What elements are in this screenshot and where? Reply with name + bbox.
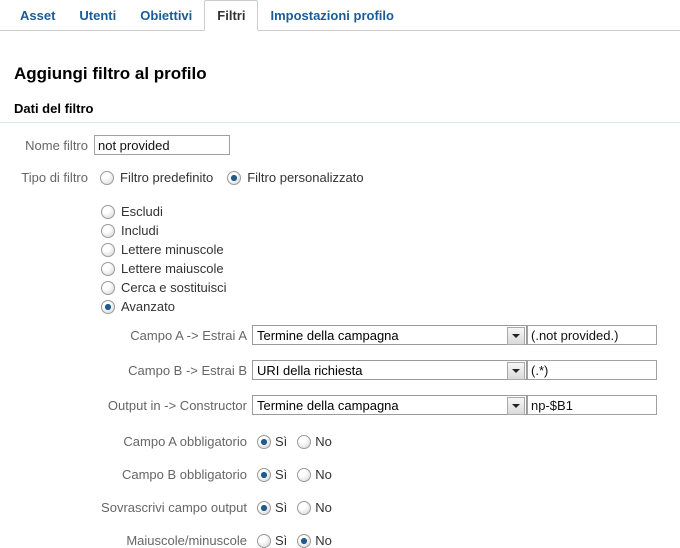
radio-button-icon[interactable] (101, 261, 115, 276)
toggle-label: Sovrascrivi campo output (101, 500, 247, 515)
radio-includi[interactable]: Includi (101, 221, 680, 240)
tab-obiettivi[interactable]: Obiettivi (140, 7, 193, 23)
radio-cerca-e-sostituisci[interactable]: Cerca e sostituisci (101, 278, 680, 297)
output-row: Output in -> Constructor Termine della c… (14, 395, 680, 415)
override-output-row: Sovrascrivi campo output Sì No (14, 500, 680, 515)
radio-label: Lettere maiuscole (121, 261, 224, 276)
radio-button-icon[interactable] (101, 242, 115, 257)
radio-lettere-maiuscole[interactable]: Lettere maiuscole (101, 259, 680, 278)
tab-impostazioni-profilo[interactable]: Impostazioni profilo (270, 7, 394, 23)
dropdown-button[interactable] (507, 362, 525, 380)
yes-option[interactable]: Sì (257, 533, 287, 548)
output-selected-value: Termine della campagna (257, 397, 399, 413)
radio-label: Includi (121, 223, 159, 238)
field-a-required-row: Campo A obbligatorio Sì No (14, 434, 680, 449)
radio-button-icon[interactable] (101, 204, 115, 219)
field-b-label: Campo B -> Estrai B (128, 362, 247, 378)
section-title: Dati del filtro (14, 101, 94, 116)
radio-lettere-minuscole[interactable]: Lettere minuscole (101, 240, 680, 259)
field-a-label: Campo A -> Estrai A (130, 327, 247, 343)
filter-type-row: Tipo di filtro Filtro predefinito Filtro… (14, 170, 680, 185)
radio-filtro-predefinito[interactable]: Filtro predefinito (100, 170, 213, 185)
case-sensitive-row: Maiuscole/minuscole Sì No (14, 533, 680, 548)
radio-label: Escludi (121, 204, 163, 219)
tab-filtri[interactable]: Filtri (204, 0, 259, 31)
filter-name-input[interactable] (94, 135, 230, 155)
radio-button-icon[interactable] (257, 434, 271, 449)
no-label: No (315, 500, 332, 515)
tab-utenti[interactable]: Utenti (79, 7, 117, 23)
no-option[interactable]: No (297, 434, 332, 449)
tab-bar: Asset Utenti Obiettivi Filtri Impostazio… (0, 0, 680, 31)
filter-name-row: Nome filtro (14, 135, 680, 155)
radio-button-icon[interactable] (257, 467, 271, 482)
radio-button-icon[interactable] (297, 500, 312, 515)
radio-button-icon[interactable] (297, 533, 312, 548)
field-b-row: Campo B -> Estrai B URI della richiesta (14, 360, 680, 380)
radio-label: Avanzato (121, 299, 175, 314)
radio-button-icon[interactable] (257, 500, 271, 515)
radio-button-icon[interactable] (100, 170, 114, 185)
chevron-down-icon (512, 334, 520, 338)
radio-label: Filtro personalizzato (247, 170, 364, 185)
filter-form: Nome filtro Tipo di filtro Filtro predef… (0, 135, 680, 548)
radio-button-icon[interactable] (257, 533, 271, 548)
filter-type-options: Filtro predefinito Filtro personalizzato (100, 170, 378, 185)
filter-name-label: Nome filtro (25, 137, 88, 153)
radio-filtro-personalizzato[interactable]: Filtro personalizzato (227, 170, 364, 185)
field-b-required-row: Campo B obbligatorio Sì No (14, 467, 680, 482)
filter-type-label: Tipo di filtro (21, 170, 88, 185)
radio-button-icon[interactable] (101, 280, 115, 295)
radio-button-icon[interactable] (101, 299, 115, 314)
field-a-selected-value: Termine della campagna (257, 327, 399, 343)
tab-asset[interactable]: Asset (20, 7, 56, 23)
radio-label: Lettere minuscole (121, 242, 224, 257)
yes-option[interactable]: Sì (257, 467, 287, 482)
custom-type-list: Escludi Includi Lettere minuscole Letter… (101, 202, 680, 316)
chevron-down-icon (512, 369, 520, 373)
yes-label: Sì (275, 434, 288, 449)
field-a-pattern-input[interactable] (527, 325, 657, 345)
radio-label: Cerca e sostituisci (121, 280, 227, 295)
yes-label: Sì (275, 533, 288, 548)
field-a-row: Campo A -> Estrai A Termine della campag… (14, 325, 680, 345)
radio-escludi[interactable]: Escludi (101, 202, 680, 221)
output-constructor-input[interactable] (527, 395, 657, 415)
field-b-pattern-input[interactable] (527, 360, 657, 380)
section-header: Dati del filtro (0, 101, 680, 123)
radio-avanzato[interactable]: Avanzato (101, 297, 680, 316)
no-label: No (315, 434, 332, 449)
no-option[interactable]: No (297, 533, 332, 548)
toggle-label: Campo A obbligatorio (123, 434, 247, 449)
radio-label: Filtro predefinito (120, 170, 214, 185)
chevron-down-icon (512, 404, 520, 408)
field-b-selected-value: URI della richiesta (257, 362, 363, 378)
yes-option[interactable]: Sì (257, 434, 287, 449)
field-b-select[interactable]: URI della richiesta (252, 360, 527, 380)
no-option[interactable]: No (297, 500, 332, 515)
dropdown-button[interactable] (507, 327, 525, 345)
yes-label: Sì (275, 467, 288, 482)
output-select[interactable]: Termine della campagna (252, 395, 527, 415)
radio-button-icon[interactable] (227, 170, 242, 185)
field-a-select[interactable]: Termine della campagna (252, 325, 527, 345)
toggle-label: Maiuscole/minuscole (126, 533, 247, 548)
page-title: Aggiungi filtro al profilo (14, 64, 207, 83)
no-label: No (315, 533, 332, 548)
dropdown-button[interactable] (507, 397, 525, 415)
no-option[interactable]: No (297, 467, 332, 482)
no-label: No (315, 467, 332, 482)
radio-button-icon[interactable] (297, 467, 312, 482)
output-label: Output in -> Constructor (107, 397, 247, 413)
yes-label: Sì (275, 500, 288, 515)
yes-option[interactable]: Sì (257, 500, 287, 515)
radio-button-icon[interactable] (101, 223, 115, 238)
toggle-label: Campo B obbligatorio (121, 467, 247, 482)
radio-button-icon[interactable] (297, 434, 312, 449)
